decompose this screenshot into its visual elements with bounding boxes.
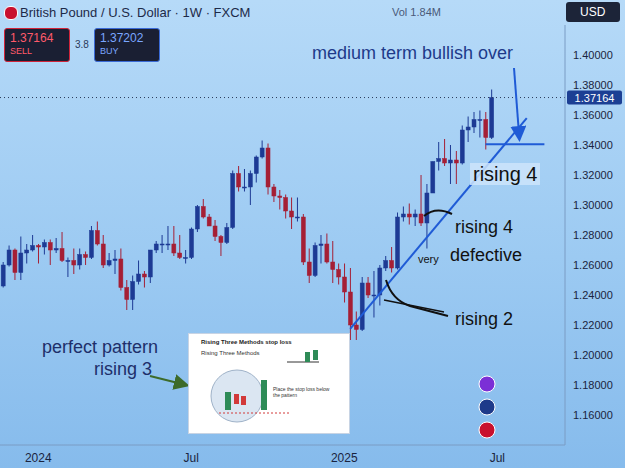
html-text:medium term bullish over: medium term bullish over [312,43,514,63]
html-text:rising 3: rising 3 [94,359,152,379]
svg-text:1.26000: 1.26000 [573,259,613,271]
svg-text:1.18000: 1.18000 [573,379,613,391]
svg-text:1.37164: 1.37164 [575,92,615,104]
svg-text:2025: 2025 [331,451,358,465]
html-text:rising 4: rising 4 [473,163,538,185]
svg-text:1.40000: 1.40000 [573,49,613,61]
html-text:Place the stop loss below the: Place the stop loss below the pattern [273,386,330,398]
svg-text:Jul: Jul [184,451,199,465]
svg-text:1.28000: 1.28000 [573,229,613,241]
html-text:3.8: 3.8 [75,39,89,50]
svg-text:1.32000: 1.32000 [573,169,613,181]
svg-text:1.30000: 1.30000 [573,199,613,211]
html-text:rising 4: rising 4 [455,217,513,237]
html-text:Rising Three Methods: Rising Three Methods [201,350,260,356]
html-text:SELL: SELL [10,46,32,56]
svg-text:1.16000: 1.16000 [573,409,613,421]
html-text:Rising Three Methods stop loss: Rising Three Methods stop loss [201,339,292,345]
html-text:rising 2: rising 2 [455,309,513,329]
html-text:British Pound / U.S. Dollar ·: British Pound / U.S. Dollar · 1W · FXCM [20,5,251,20]
svg-text:1.36000: 1.36000 [573,109,613,121]
svg-text:1.24000: 1.24000 [573,289,613,301]
svg-text:Jul: Jul [490,451,505,465]
svg-text:2024: 2024 [25,451,52,465]
svg-text:1.38000: 1.38000 [573,79,613,91]
html-text:1.37202: 1.37202 [100,31,144,45]
html-text:very: very [418,253,439,265]
svg-text:1.20000: 1.20000 [573,349,613,361]
svg-text:1.34000: 1.34000 [573,139,613,151]
html-text:USD: USD [580,5,606,19]
html-text:Vol 1.84M: Vol 1.84M [392,6,441,18]
html-text:defective: defective [450,245,522,265]
html-text:perfect pattern: perfect pattern [42,337,159,357]
svg-text:1.22000: 1.22000 [573,319,613,331]
html-text:BUY: BUY [100,46,119,56]
html-text:1.37164: 1.37164 [10,31,54,45]
